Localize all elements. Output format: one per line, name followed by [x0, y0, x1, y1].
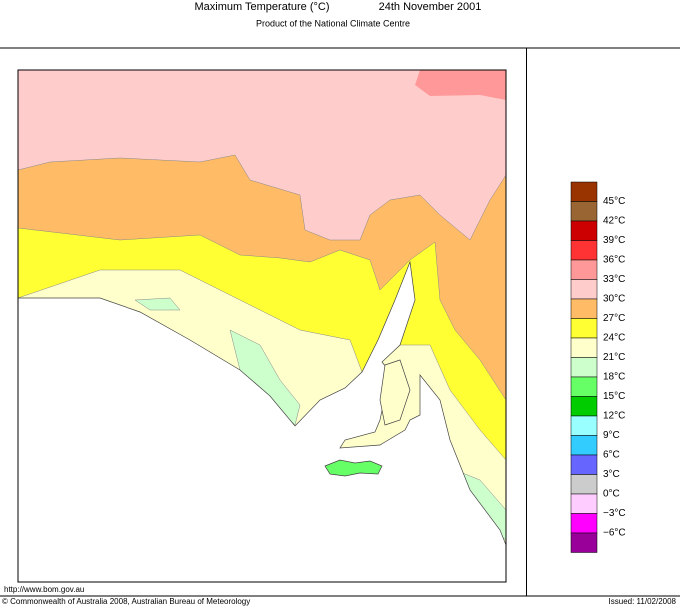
legend-label: 39°C	[603, 235, 625, 246]
legend-label: −3°C	[603, 508, 626, 519]
legend-swatch	[570, 435, 598, 456]
legend-swatch	[570, 376, 598, 397]
legend-swatch	[570, 493, 598, 514]
url: http://www.bom.gov.au	[4, 585, 84, 594]
region	[134, 297, 181, 311]
legend-label: 27°C	[603, 313, 625, 324]
legend-swatch	[570, 201, 598, 222]
legend-label: 21°C	[603, 352, 625, 363]
legend-swatch	[570, 513, 598, 534]
legend-swatch	[570, 474, 598, 495]
island	[324, 459, 383, 477]
legend-swatch	[570, 298, 598, 319]
legend-label: 3°C	[603, 469, 620, 480]
legend-swatch	[570, 318, 598, 339]
legend-label: 36°C	[603, 255, 625, 266]
legend-label: 42°C	[603, 216, 625, 227]
legend-label: 15°C	[603, 391, 625, 402]
legend-swatch	[570, 259, 598, 280]
legend-label: 18°C	[603, 372, 625, 383]
issued: Issued: 11/02/2008	[609, 597, 677, 606]
legend-label: 45°C	[603, 196, 625, 207]
legend-swatch	[570, 240, 598, 261]
legend-label: 6°C	[603, 450, 620, 461]
legend-swatch	[570, 337, 598, 358]
legend-label: −6°C	[603, 528, 626, 539]
legend: 45°C 42°C 39°C 36°C 33°C 30°C 27°C 24°C 21°C 18°C…	[570, 181, 626, 553]
legend-label: 30°C	[603, 294, 625, 305]
map-frame	[17, 69, 507, 583]
legend-label: 9°C	[603, 430, 620, 441]
map	[18, 70, 506, 582]
legend-swatch	[570, 220, 598, 241]
legend-label: 12°C	[603, 411, 625, 422]
legend-label: 24°C	[603, 333, 625, 344]
legend-swatch	[570, 181, 598, 202]
title: Maximum Temperature (°C)	[194, 1, 329, 13]
legend-swatch	[570, 415, 598, 436]
legend-label: 33°C	[603, 274, 625, 285]
legend-swatch	[570, 396, 598, 417]
legend-swatch	[570, 279, 598, 300]
legend-swatch	[570, 532, 598, 553]
legend-swatch	[570, 454, 598, 475]
copyright: © Commonwealth of Australia 2008, Austra…	[2, 597, 250, 606]
date: 24th November 2001	[379, 1, 482, 13]
peninsula	[379, 359, 411, 426]
legend-swatch	[570, 357, 598, 378]
legend-label: 0°C	[603, 489, 620, 500]
region	[415, 70, 506, 100]
subtitle: Product of the National Climate Centre	[256, 18, 410, 28]
